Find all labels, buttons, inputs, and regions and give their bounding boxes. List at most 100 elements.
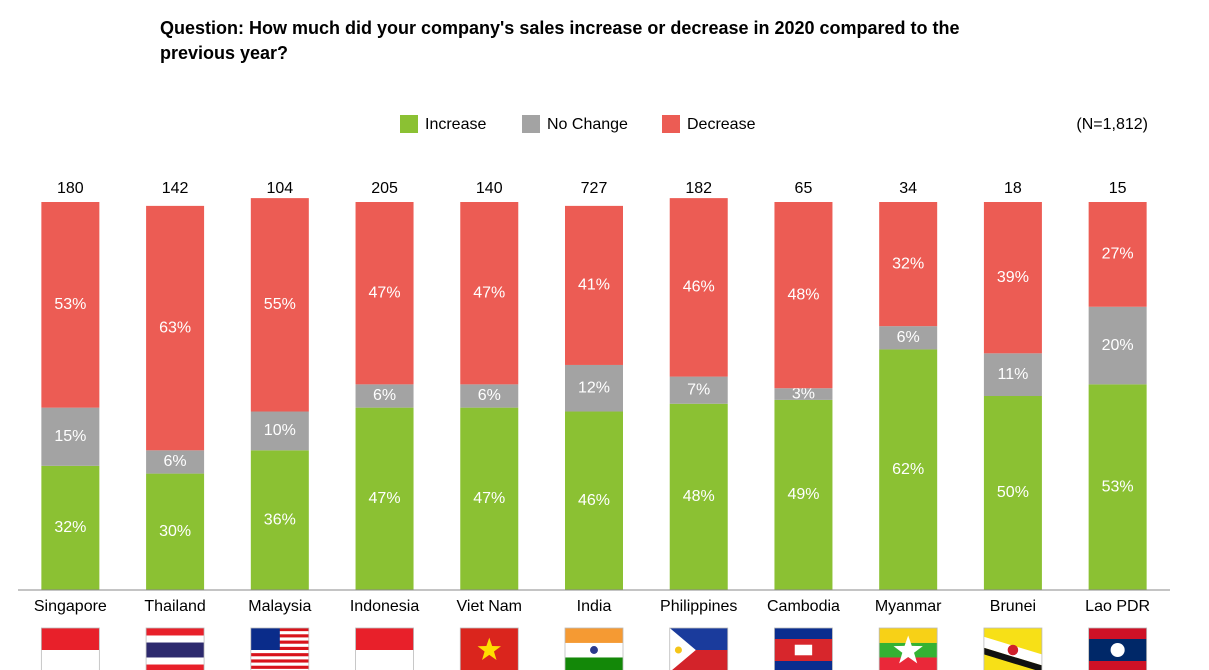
legend-swatch [662, 115, 680, 133]
value-label: 47% [369, 490, 401, 507]
value-label: 12% [578, 379, 610, 396]
flag-part [565, 628, 623, 643]
flag-part [146, 642, 205, 658]
value-label: 32% [892, 255, 924, 272]
value-label: 41% [578, 277, 610, 294]
flag [355, 627, 414, 670]
value-label: 62% [892, 461, 924, 478]
bar-segment [146, 450, 205, 474]
flag-part [1007, 644, 1019, 656]
bar-segment [1088, 306, 1147, 385]
x-tick-label: Malaysia [248, 598, 311, 615]
total-label: 142 [162, 180, 189, 197]
value-label: 50% [997, 484, 1029, 501]
flag-part [879, 628, 938, 643]
bar-segment [565, 205, 623, 365]
bar-segment [983, 396, 1042, 590]
bar-segment [774, 202, 833, 389]
flag-border [40, 627, 100, 670]
bar-segment [355, 407, 414, 590]
bar-segment [460, 407, 519, 590]
chart-title: Question: How much did your company's sa… [160, 18, 960, 63]
value-label: 46% [683, 279, 715, 296]
x-tick-label: Singapore [34, 598, 107, 615]
value-label: 46% [578, 492, 610, 509]
value-label: 10% [264, 422, 296, 439]
value-label: 15% [54, 428, 86, 445]
flag [1088, 627, 1148, 670]
flag [250, 627, 310, 670]
value-label: 53% [54, 296, 86, 313]
value-label: 6% [373, 387, 396, 404]
value-label: 47% [369, 284, 401, 301]
bar-segment [879, 326, 938, 350]
value-label: 47% [473, 490, 505, 507]
flag [145, 627, 205, 670]
flag-part [355, 650, 414, 670]
bar-segment [146, 473, 205, 590]
flag-border [983, 627, 1043, 670]
value-label: 48% [787, 286, 819, 303]
flag-border [774, 627, 833, 670]
legend-label: No Change [547, 116, 628, 133]
total-label: 104 [266, 180, 293, 197]
legend-label: Decrease [687, 116, 756, 133]
value-label: 53% [1102, 478, 1134, 495]
bar-segment [879, 349, 938, 590]
x-tick-label: India [577, 598, 612, 615]
bar-segment [460, 202, 519, 385]
bar-segment [774, 399, 833, 590]
bar-segment [355, 202, 414, 385]
bar-segment [41, 407, 100, 466]
x-tick-label: Myanmar [875, 598, 942, 615]
bar-segment [1088, 384, 1147, 590]
value-label: 49% [787, 486, 819, 503]
value-label: 6% [164, 453, 187, 470]
x-tick-label: Indonesia [350, 598, 419, 615]
bar-segment [41, 465, 100, 590]
legend-swatch [522, 115, 540, 133]
legend-swatch [400, 115, 418, 133]
flag-part [250, 628, 280, 650]
flag [878, 627, 938, 670]
bar-segment [983, 202, 1042, 354]
total-label: 65 [795, 180, 813, 197]
value-label: 36% [264, 511, 296, 528]
flag-part [669, 628, 696, 670]
note: (N=1,812) [1076, 116, 1148, 133]
flag-border [355, 627, 414, 670]
flag [564, 627, 624, 670]
bar-segment [460, 384, 519, 408]
x-tick-label: Lao PDR [1085, 598, 1150, 615]
bar-segment [565, 411, 623, 590]
total-label: 140 [476, 180, 503, 197]
value-label: 6% [897, 329, 920, 346]
flag [983, 627, 1043, 670]
flag-part [250, 659, 309, 663]
x-tick-label: Philippines [660, 598, 737, 615]
total-label: 15 [1109, 180, 1127, 197]
flag-part [250, 653, 309, 657]
x-tick-label: Viet Nam [457, 598, 523, 615]
bar-segment [565, 364, 623, 412]
flag-part [674, 646, 682, 654]
total-label: 18 [1004, 180, 1022, 197]
value-label: 3% [792, 385, 815, 402]
flag-part [250, 665, 309, 669]
value-label: 55% [264, 296, 296, 313]
flag-part [590, 646, 598, 654]
flag-part [1110, 642, 1125, 658]
flag-part [41, 650, 100, 670]
flag-border [145, 627, 205, 670]
value-label: 32% [54, 519, 86, 536]
flag-part [893, 635, 923, 664]
bar-segment [250, 411, 309, 451]
flag [459, 627, 519, 670]
legend-label: Increase [425, 116, 486, 133]
flag-border [669, 627, 729, 670]
value-label: 27% [1102, 246, 1134, 263]
value-label: 63% [159, 319, 191, 336]
bar-segment [146, 205, 205, 451]
